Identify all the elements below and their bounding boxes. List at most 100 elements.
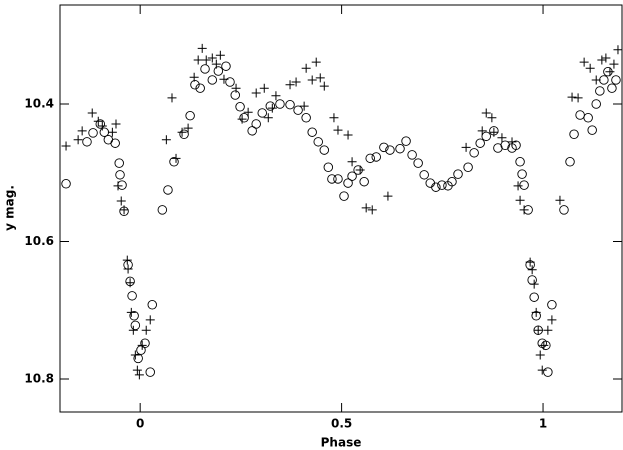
x-tick-label: 0 <box>136 417 144 431</box>
point <box>537 365 547 375</box>
point <box>110 138 120 148</box>
point <box>385 145 395 155</box>
point <box>313 137 323 147</box>
point <box>251 119 261 129</box>
point <box>137 340 147 350</box>
point <box>361 203 371 213</box>
point <box>493 143 503 153</box>
point <box>122 255 132 265</box>
point <box>285 80 295 90</box>
point <box>136 345 146 355</box>
point <box>82 137 92 147</box>
point <box>395 143 405 154</box>
point <box>169 156 179 167</box>
point <box>513 181 523 191</box>
point <box>591 75 601 85</box>
point <box>355 165 365 175</box>
point <box>573 93 583 103</box>
point <box>323 162 334 172</box>
point <box>299 101 309 111</box>
point <box>379 142 389 153</box>
point <box>529 279 539 289</box>
point <box>171 153 181 163</box>
point <box>599 75 609 85</box>
point <box>533 325 543 335</box>
point <box>197 43 207 53</box>
point <box>251 88 261 98</box>
point <box>531 307 541 317</box>
point <box>547 315 557 325</box>
point <box>163 185 173 195</box>
point <box>567 92 577 102</box>
point <box>213 66 224 76</box>
point <box>126 307 136 317</box>
point <box>311 57 321 67</box>
point <box>477 126 487 136</box>
point <box>609 59 619 69</box>
point <box>347 157 357 167</box>
point <box>177 127 187 137</box>
point <box>527 275 537 285</box>
point <box>221 61 231 71</box>
point <box>130 320 141 331</box>
point <box>117 180 127 190</box>
point <box>343 130 353 140</box>
point <box>535 350 545 360</box>
y-tick-label: 10.6 <box>24 234 54 248</box>
point <box>569 129 579 139</box>
point <box>140 338 150 349</box>
point <box>145 315 155 325</box>
point <box>243 107 253 117</box>
point <box>285 99 295 110</box>
point <box>383 191 393 201</box>
point <box>481 108 491 118</box>
point <box>407 150 417 160</box>
point <box>413 158 423 168</box>
point <box>157 205 168 215</box>
point <box>115 170 125 180</box>
point <box>315 73 325 83</box>
point <box>555 195 565 205</box>
point <box>343 178 353 188</box>
point <box>591 99 601 109</box>
point <box>265 101 276 111</box>
point <box>130 350 140 360</box>
point <box>559 205 569 215</box>
point <box>519 205 529 215</box>
point <box>333 174 343 184</box>
point <box>583 112 593 123</box>
point <box>207 75 218 85</box>
point <box>469 148 479 158</box>
point <box>293 105 303 115</box>
point <box>587 125 597 135</box>
point <box>230 90 240 100</box>
point <box>145 367 155 377</box>
point <box>301 112 311 123</box>
point <box>111 119 121 129</box>
point <box>519 180 529 190</box>
plot-frame <box>59 4 623 413</box>
point <box>275 99 285 109</box>
point <box>539 340 549 350</box>
point <box>129 311 139 321</box>
point <box>515 195 525 205</box>
point <box>61 178 71 189</box>
point <box>231 83 241 93</box>
point <box>543 325 553 335</box>
x-axis-label: Phase <box>321 436 362 450</box>
point <box>179 129 189 139</box>
point <box>327 174 337 184</box>
point <box>116 196 126 206</box>
point <box>61 141 71 151</box>
point <box>605 67 615 77</box>
point <box>119 205 129 215</box>
point <box>235 101 245 112</box>
point <box>161 135 171 145</box>
point <box>585 63 595 73</box>
point <box>461 142 471 152</box>
point <box>87 108 97 118</box>
point <box>601 53 611 63</box>
point <box>329 113 339 123</box>
point <box>219 74 229 84</box>
